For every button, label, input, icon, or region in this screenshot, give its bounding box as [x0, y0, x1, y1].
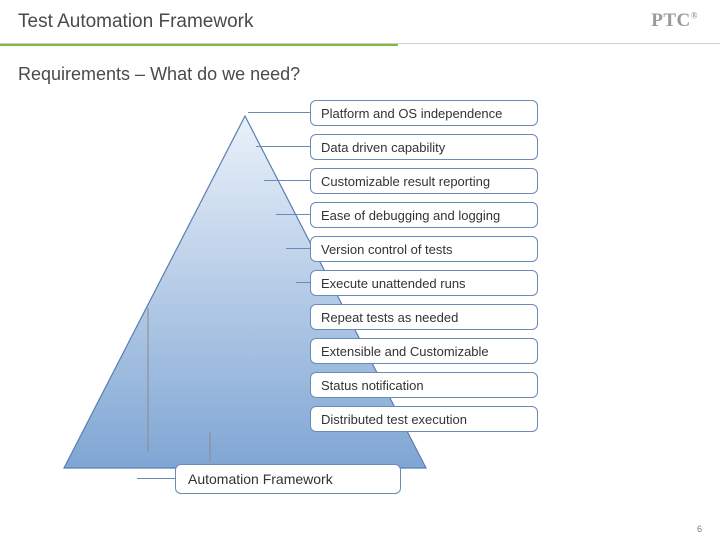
- callout-box: Platform and OS independence: [310, 100, 538, 126]
- callout-label: Customizable result reporting: [321, 174, 490, 189]
- logo-text: PTC: [651, 10, 691, 31]
- callout-leader: [264, 180, 310, 181]
- callout-item: Repeat tests as needed: [310, 304, 554, 334]
- base-leader: [137, 478, 175, 479]
- callout-box: Distributed test execution: [310, 406, 538, 432]
- callout-box: Status notification: [310, 372, 538, 398]
- callout-item: Version control of tests: [310, 236, 554, 266]
- callout-item: Ease of debugging and logging: [310, 202, 554, 232]
- callout-leader: [296, 282, 310, 283]
- callout-leader: [286, 248, 310, 249]
- page-number: 6: [697, 524, 702, 534]
- callout-item: Distributed test execution: [310, 406, 554, 436]
- accent-line: [0, 44, 398, 46]
- callout-box: Customizable result reporting: [310, 168, 538, 194]
- callout-item: Customizable result reporting: [310, 168, 554, 198]
- callout-label: Ease of debugging and logging: [321, 208, 500, 223]
- callout-label: Execute unattended runs: [321, 276, 466, 291]
- callout-box: Execute unattended runs: [310, 270, 538, 296]
- callout-label: Status notification: [321, 378, 424, 393]
- callout-box: Ease of debugging and logging: [310, 202, 538, 228]
- callout-label: Version control of tests: [321, 242, 453, 257]
- callout-label: Repeat tests as needed: [321, 310, 458, 325]
- callout-box: Repeat tests as needed: [310, 304, 538, 330]
- callout-item: Execute unattended runs: [310, 270, 554, 300]
- header: Test Automation Framework PTC®: [0, 0, 720, 44]
- callout-item: Platform and OS independence: [310, 100, 554, 130]
- logo-reg: ®: [691, 11, 698, 21]
- callout-leader: [248, 112, 310, 113]
- callout-leader: [276, 214, 310, 215]
- base-callout: Automation Framework: [175, 464, 401, 494]
- callout-box: Extensible and Customizable: [310, 338, 538, 364]
- callout-label: Distributed test execution: [321, 412, 467, 427]
- callout-label: Platform and OS independence: [321, 106, 502, 121]
- callout-leader: [256, 146, 310, 147]
- callout-label: Extensible and Customizable: [321, 344, 489, 359]
- callout-box: Version control of tests: [310, 236, 538, 262]
- base-label: Automation Framework: [188, 471, 333, 487]
- callout-box: Data driven capability: [310, 134, 538, 160]
- ptc-logo: PTC®: [651, 10, 698, 32]
- slide-title: Test Automation Framework: [18, 11, 253, 33]
- callout-item: Status notification: [310, 372, 554, 402]
- base-box: Automation Framework: [175, 464, 401, 494]
- slide: Test Automation Framework PTC® Requireme…: [0, 0, 720, 540]
- callout-item: Data driven capability: [310, 134, 554, 164]
- callout-label: Data driven capability: [321, 140, 445, 155]
- callout-item: Extensible and Customizable: [310, 338, 554, 368]
- callout-list: Platform and OS independence Data driven…: [310, 100, 554, 440]
- subtitle: Requirements – What do we need?: [18, 64, 300, 85]
